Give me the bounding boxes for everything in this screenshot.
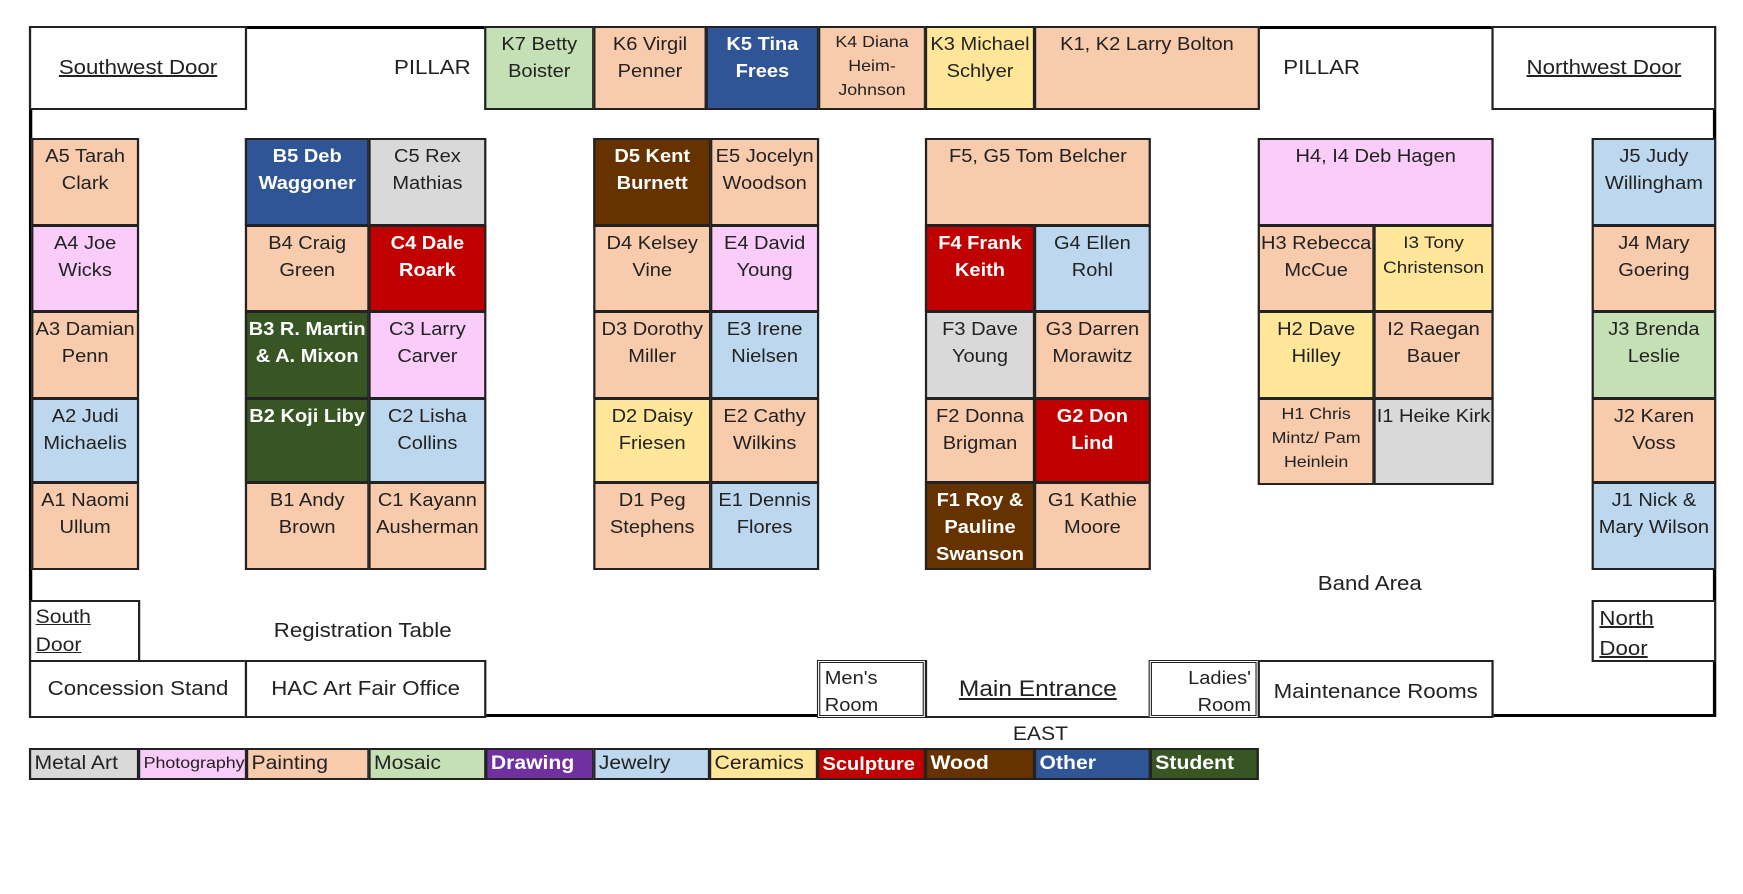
booth-j4: J4 Mary Goering [1591, 225, 1717, 312]
north-door-line-2: Door [1599, 638, 1648, 660]
booth-f3: F3 Dave Young [924, 311, 1036, 399]
booth-k7: K7 Betty Boister [484, 26, 595, 110]
booth-k5: K5 Tina Frees [705, 26, 820, 110]
hac-office-label: HAC Art Fair Office [271, 677, 461, 700]
booth-c1: C1 Kayann Ausherman [368, 482, 487, 570]
concession-stand-label: Concession Stand [47, 677, 229, 700]
booth-f5-g5: F5, G5 Tom Belcher [924, 138, 1151, 226]
booth-f1: F1 Roy & Pauline Swanson [924, 482, 1036, 570]
mens-room-line-2: Room [824, 695, 879, 715]
ladies-room: Ladies' Room [1148, 660, 1259, 718]
booth-b3: B3 R. Martin & A. Mixon [244, 311, 370, 399]
legend-metal-art: Metal Art [28, 748, 140, 780]
maintenance-rooms: Maintenance Rooms [1257, 660, 1494, 718]
legend-other: Other [1033, 748, 1151, 780]
mens-room: Men's Room [816, 660, 927, 718]
booth-e5: E5 Jocelyn Woodson [710, 138, 820, 226]
booth-i2: I2 Raegan Bauer [1373, 311, 1494, 399]
booth-h2: H2 Dave Hilley [1257, 311, 1375, 399]
legend-sculpture: Sculpture [816, 748, 927, 780]
booth-b1: B1 Andy Brown [244, 482, 370, 570]
booth-a2: A2 Judi Michaelis [31, 398, 140, 483]
booth-a4: A4 Joe Wicks [31, 225, 140, 312]
booth-k4: K4 Diana Heim-Johnson [818, 26, 927, 110]
booth-f2: F2 Donna Brigman [924, 398, 1036, 483]
south-door-label: South Door [36, 604, 91, 660]
maintenance-rooms-label: Maintenance Rooms [1273, 680, 1478, 703]
booth-k1-k2: K1, K2 Larry Bolton [1033, 26, 1260, 110]
band-area-label: Band Area [1317, 573, 1422, 595]
booth-c4: C4 Dale Roark [368, 225, 487, 312]
booth-h1: H1 Chris Mintz/ Pam Heinlein [1257, 398, 1375, 485]
north-door-line-1: North [1599, 608, 1654, 630]
legend-photography: Photography [138, 748, 248, 780]
south-door-line-1: South [35, 607, 91, 628]
mens-room-line-1: Men's [824, 668, 878, 688]
main-entrance[interactable]: Main Entrance [924, 660, 1151, 718]
hac-office: HAC Art Fair Office [244, 660, 487, 718]
booth-a1: A1 Naomi Ullum [31, 482, 140, 570]
booth-d4: D4 Kelsey Vine [593, 225, 712, 312]
booth-d5: D5 Kent Burnett [593, 138, 712, 226]
booth-k3: K3 Michael Schlyer [924, 26, 1036, 110]
booth-h4-i4: H4, I4 Deb Hagen [1257, 138, 1494, 226]
booth-e1: E1 Dennis Flores [710, 482, 820, 570]
booth-d1: D1 Peg Stephens [593, 482, 712, 570]
legend-ceramics: Ceramics [708, 748, 819, 780]
ladies-room-line-1: Ladies' [1188, 668, 1252, 688]
booth-a5: A5 Tarah Clark [31, 138, 140, 226]
booth-b2: B2 Koji Liby [244, 398, 370, 483]
booth-g3: G3 Darren Morawitz [1033, 311, 1151, 399]
southwest-door-label: Southwest Door [58, 56, 218, 79]
booth-i1: I1 Heike Kirk [1373, 398, 1494, 485]
legend-wood: Wood [924, 748, 1036, 780]
southwest-door: Southwest Door [28, 26, 248, 110]
concession-stand: Concession Stand [28, 660, 248, 718]
north-door-label: North Door [1599, 604, 1653, 664]
booth-d2: D2 Daisy Friesen [593, 398, 712, 483]
booth-c5: C5 Rex Mathias [368, 138, 487, 226]
north-door: North Door [1591, 600, 1717, 664]
booth-b4: B4 Craig Green [244, 225, 370, 312]
booth-j3: J3 Brenda Leslie [1591, 311, 1717, 399]
booth-g2: G2 Don Lind [1033, 398, 1151, 483]
legend-painting: Painting [245, 748, 370, 780]
booth-j2: J2 Karen Voss [1591, 398, 1717, 483]
legend-student: Student [1149, 748, 1259, 780]
booth-h3: H3 Rebecca McCue [1257, 225, 1375, 312]
booth-g4: G4 Ellen Rohl [1033, 225, 1151, 312]
booth-d3: D3 Dorothy Miller [593, 311, 712, 399]
legend-drawing: Drawing [485, 748, 595, 780]
pillar-left: PILLAR [394, 57, 471, 79]
registration-table-label: Registration Table [273, 620, 452, 642]
booth-c3: C3 Larry Carver [368, 311, 487, 399]
legend-jewelry: Jewelry [593, 748, 711, 780]
east-label: EAST [1012, 724, 1069, 745]
booth-b5: B5 Deb Waggoner [244, 138, 370, 226]
main-entrance-label: Main Entrance [958, 675, 1117, 701]
booth-i3: I3 Tony Christenson [1373, 225, 1494, 312]
south-door: South Door [28, 600, 141, 662]
booth-k6: K6 Virgil Penner [593, 26, 707, 110]
booth-j1: J1 Nick & Mary Wilson [1591, 482, 1717, 570]
south-door-line-2: Door [35, 635, 82, 656]
booth-g1: G1 Kathie Moore [1033, 482, 1151, 570]
legend-mosaic: Mosaic [368, 748, 487, 780]
booth-e2: E2 Cathy Wilkins [710, 398, 820, 483]
northwest-door: Northwest Door [1491, 26, 1717, 110]
booth-c2: C2 Lisha Collins [368, 398, 487, 483]
booth-e4: E4 David Young [710, 225, 820, 312]
booth-e3: E3 Irene Nielsen [710, 311, 820, 399]
ladies-room-line-2: Room [1197, 695, 1252, 715]
booth-a3: A3 Damian Penn [31, 311, 140, 399]
booth-f4: F4 Frank Keith [924, 225, 1036, 312]
booth-j5: J5 Judy Willingham [1591, 138, 1717, 226]
pillar-right: PILLAR [1283, 57, 1361, 79]
northwest-door-label: Northwest Door [1526, 56, 1682, 79]
